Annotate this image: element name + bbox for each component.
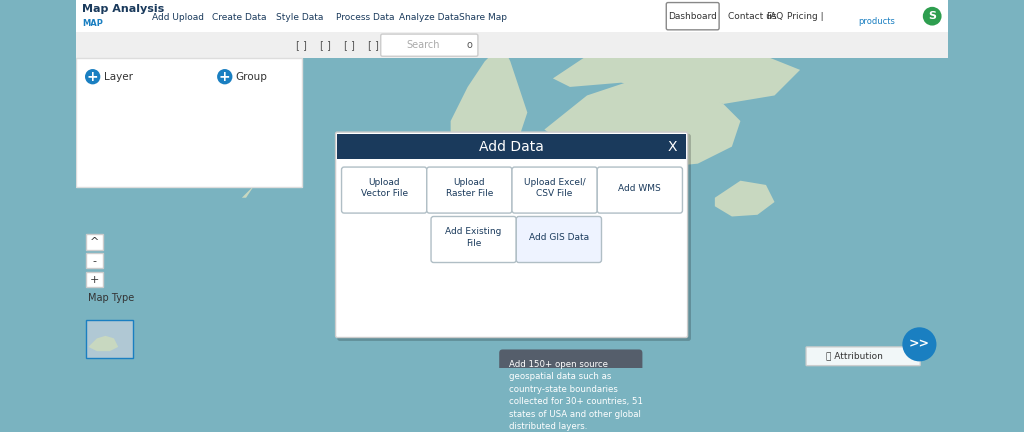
- Text: Share Map: Share Map: [459, 13, 507, 22]
- Polygon shape: [88, 336, 118, 351]
- Circle shape: [85, 69, 100, 84]
- Text: ^: ^: [90, 237, 99, 247]
- Text: +: +: [219, 70, 230, 84]
- Text: [ ]: [ ]: [319, 40, 331, 50]
- Text: Add Existing
File: Add Existing File: [445, 227, 502, 248]
- Text: +: +: [87, 70, 98, 84]
- FancyBboxPatch shape: [427, 167, 512, 213]
- Polygon shape: [545, 79, 740, 168]
- FancyBboxPatch shape: [806, 347, 921, 365]
- Bar: [86, 235, 102, 250]
- FancyBboxPatch shape: [431, 216, 516, 263]
- Text: Analyze Data: Analyze Data: [399, 13, 460, 22]
- Text: Upload Excel/
CSV File: Upload Excel/ CSV File: [524, 178, 586, 198]
- Text: o: o: [467, 40, 472, 50]
- Polygon shape: [242, 155, 271, 198]
- Text: Upload
Vector File: Upload Vector File: [360, 178, 408, 198]
- Text: Map Analysis: Map Analysis: [83, 4, 165, 14]
- FancyBboxPatch shape: [337, 134, 691, 341]
- FancyBboxPatch shape: [667, 3, 719, 30]
- Text: Process Data: Process Data: [336, 13, 394, 22]
- Text: Add WMS: Add WMS: [618, 184, 662, 193]
- FancyBboxPatch shape: [512, 167, 597, 213]
- Text: Dashboard: Dashboard: [669, 12, 717, 21]
- Text: ⓘ Attribution: ⓘ Attribution: [825, 352, 883, 361]
- Bar: [86, 253, 102, 268]
- Text: Style Data: Style Data: [275, 13, 324, 22]
- Polygon shape: [263, 27, 314, 66]
- Polygon shape: [451, 44, 527, 151]
- Bar: [86, 320, 133, 358]
- Polygon shape: [483, 164, 531, 228]
- Text: Add GIS Data: Add GIS Data: [528, 233, 589, 242]
- FancyBboxPatch shape: [500, 349, 642, 431]
- Text: products: products: [858, 16, 895, 25]
- Text: Map Type: Map Type: [87, 293, 134, 303]
- Text: MAP: MAP: [83, 19, 103, 28]
- Text: Add Data: Add Data: [478, 140, 544, 154]
- Text: +: +: [90, 275, 99, 285]
- Bar: [76, 0, 948, 32]
- Text: [ ]: [ ]: [368, 40, 379, 50]
- Text: X: X: [668, 140, 677, 154]
- FancyBboxPatch shape: [381, 34, 478, 56]
- Circle shape: [923, 7, 941, 25]
- FancyBboxPatch shape: [516, 216, 601, 263]
- Text: Add Upload: Add Upload: [153, 13, 205, 22]
- Text: -: -: [92, 256, 96, 266]
- FancyBboxPatch shape: [597, 167, 682, 213]
- Text: Pricing |: Pricing |: [787, 12, 824, 21]
- Polygon shape: [127, 70, 281, 164]
- Circle shape: [217, 69, 232, 84]
- Text: >>: >>: [909, 338, 930, 351]
- Text: Layer: Layer: [103, 72, 133, 82]
- FancyBboxPatch shape: [336, 132, 687, 337]
- Text: FAQ: FAQ: [766, 12, 783, 21]
- Text: [ ]: [ ]: [296, 40, 307, 50]
- Bar: [337, 134, 686, 159]
- FancyBboxPatch shape: [342, 167, 427, 213]
- Polygon shape: [553, 36, 800, 104]
- Text: Contact us: Contact us: [728, 12, 776, 21]
- Circle shape: [902, 327, 937, 362]
- Text: Group: Group: [236, 72, 267, 82]
- Text: Create Data: Create Data: [212, 13, 266, 22]
- Bar: [76, 58, 302, 187]
- Bar: [86, 272, 102, 287]
- Text: S: S: [928, 11, 936, 21]
- Text: [ ]: [ ]: [344, 40, 354, 50]
- Bar: [76, 32, 948, 58]
- Text: Upload
Raster File: Upload Raster File: [445, 178, 494, 198]
- Polygon shape: [715, 181, 774, 216]
- Text: Add 150+ open source
geospatial data such as
country-state boundaries
collected : Add 150+ open source geospatial data suc…: [510, 360, 643, 431]
- Text: Search: Search: [407, 40, 440, 50]
